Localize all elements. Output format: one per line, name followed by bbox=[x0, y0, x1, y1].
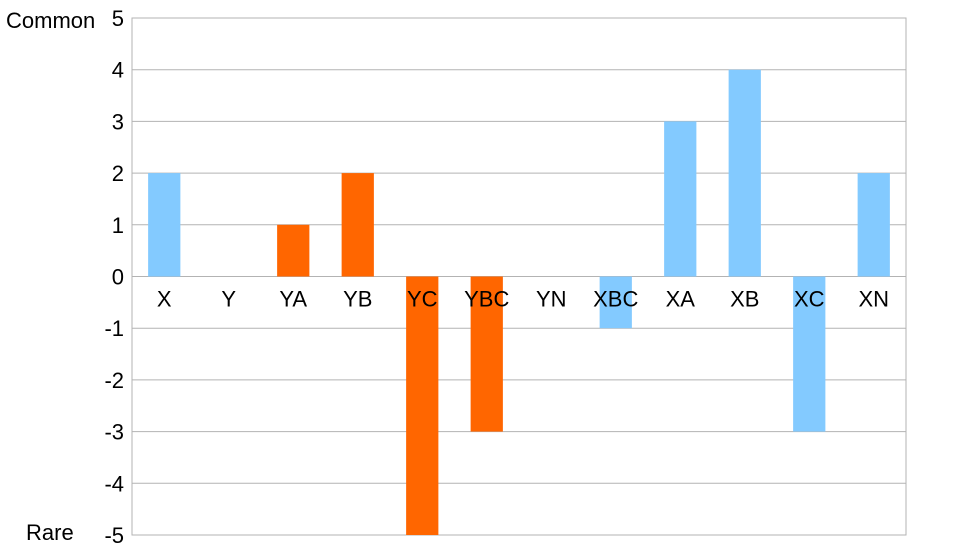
bar-ybc bbox=[470, 276, 503, 432]
x-tick-label: YC bbox=[407, 287, 438, 312]
y-tick-label: -1 bbox=[104, 316, 124, 341]
x-tick-label: XA bbox=[666, 287, 696, 312]
bars bbox=[148, 69, 890, 535]
x-tick-label: YN bbox=[536, 287, 567, 312]
y-axis-ticks: 5 4 3 2 1 0 -1 -2 -3 -4 -5 bbox=[104, 6, 124, 548]
x-tick-label: X bbox=[157, 287, 172, 312]
scale-label-rare: Rare bbox=[26, 520, 74, 545]
bar-xc bbox=[793, 276, 826, 432]
plot-frame bbox=[131, 17, 907, 536]
y-tick-label: -4 bbox=[104, 471, 124, 496]
x-axis-ticks: X Y YA YB YC YBC YN XBC XA XB XC XN bbox=[157, 287, 889, 312]
bar-xa bbox=[664, 121, 697, 277]
bar-yc bbox=[406, 276, 439, 535]
y-tick-label: 4 bbox=[112, 58, 124, 83]
x-tick-label: XB bbox=[730, 287, 759, 312]
bar-ya bbox=[277, 224, 310, 277]
x-tick-label: YBC bbox=[464, 287, 509, 312]
x-tick-label: XBC bbox=[593, 287, 638, 312]
y-tick-label: 3 bbox=[112, 109, 124, 134]
y-tick-label: 5 bbox=[112, 6, 124, 31]
bar-xn bbox=[857, 173, 890, 277]
bar-xb bbox=[728, 69, 761, 277]
bar-x bbox=[148, 173, 181, 277]
bar-xbc bbox=[599, 276, 632, 329]
y-tick-label: -5 bbox=[104, 523, 124, 548]
gridlines bbox=[132, 17, 906, 536]
y-tick-label: 2 bbox=[112, 161, 124, 186]
x-tick-label: Y bbox=[221, 287, 236, 312]
y-tick-label: -2 bbox=[104, 368, 124, 393]
x-tick-label: XC bbox=[794, 287, 825, 312]
y-tick-label: 1 bbox=[112, 213, 124, 238]
y-tick-label: -3 bbox=[104, 420, 124, 445]
x-tick-label: YA bbox=[279, 287, 307, 312]
bar-yb bbox=[341, 173, 374, 277]
y-tick-label: 0 bbox=[112, 265, 124, 290]
x-tick-label: YB bbox=[343, 287, 372, 312]
x-tick-label: XN bbox=[858, 287, 889, 312]
scale-label-common: Common bbox=[6, 8, 96, 33]
